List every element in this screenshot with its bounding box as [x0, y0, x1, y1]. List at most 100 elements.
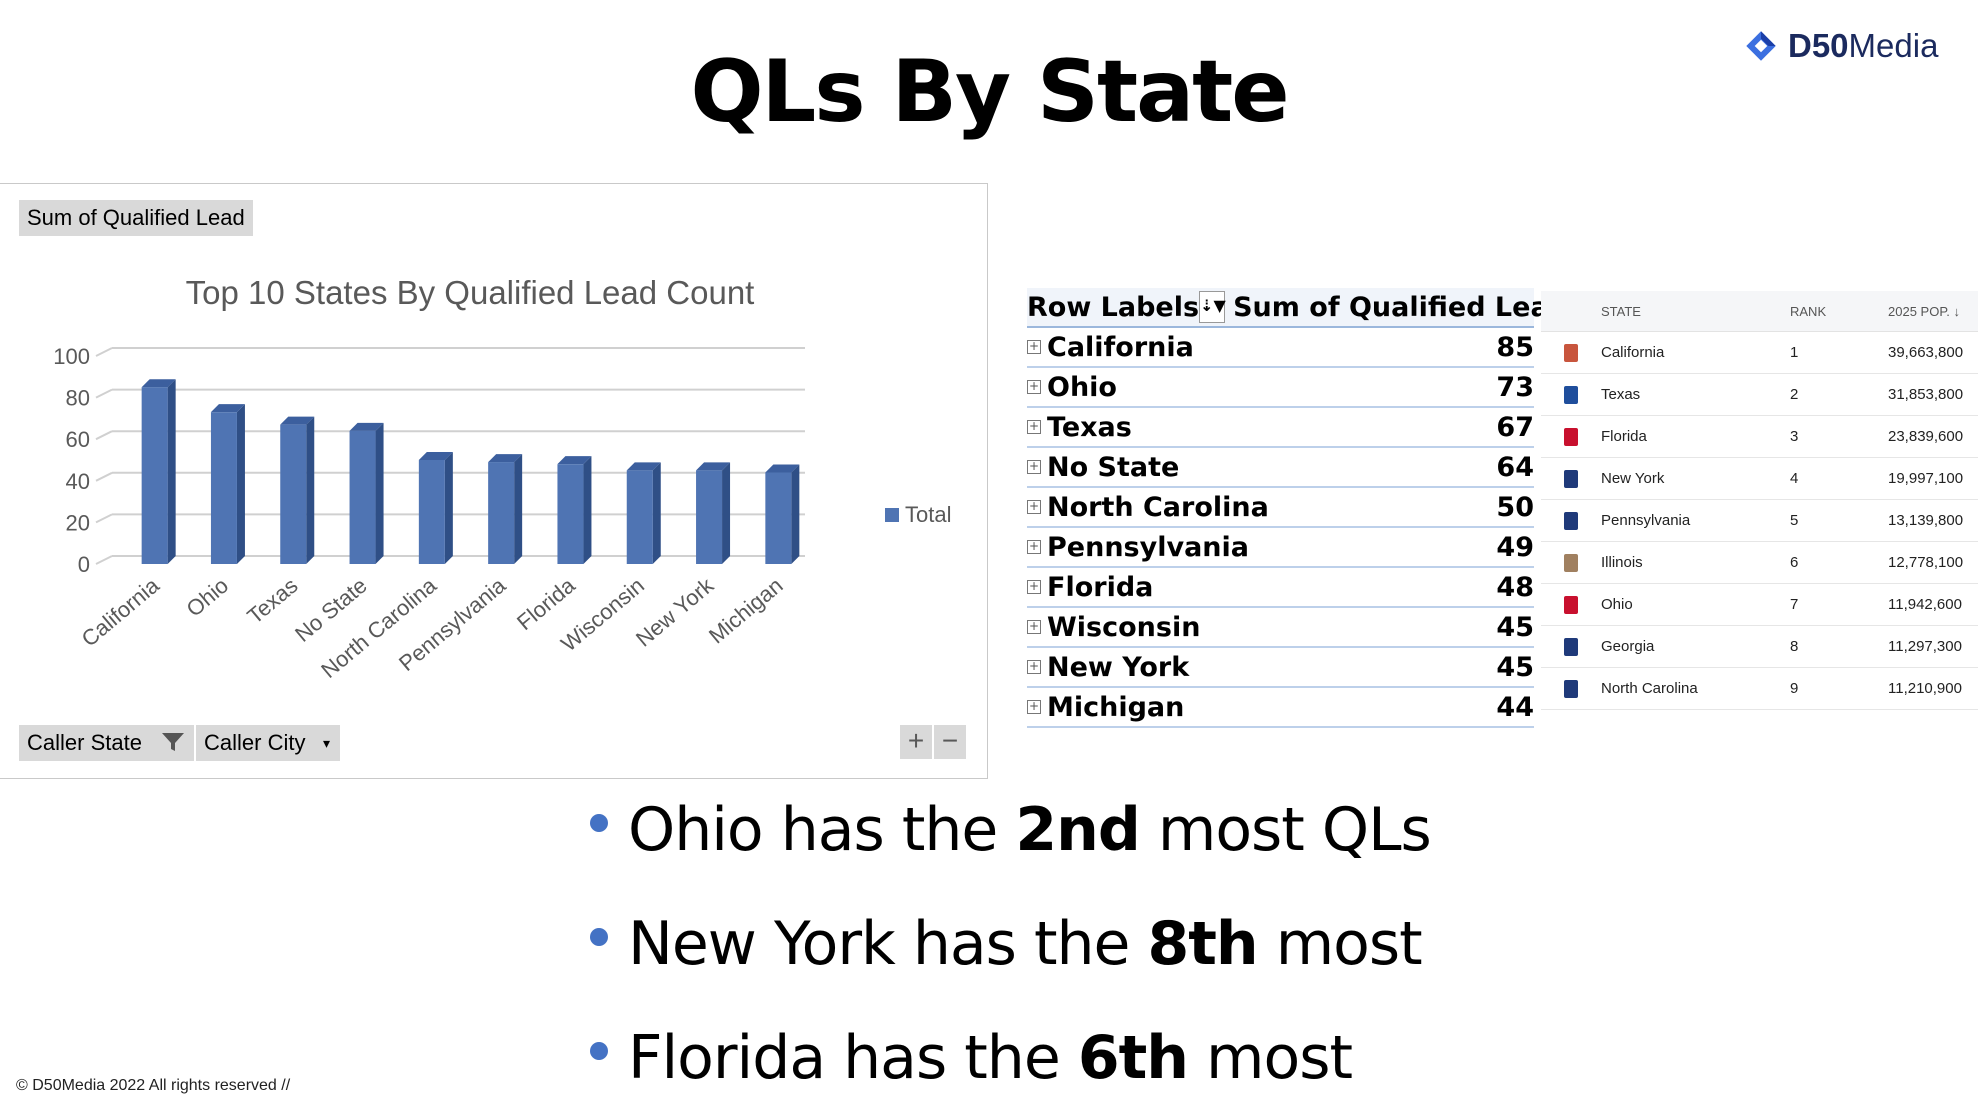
population-row[interactable]: Illinois 6 12,778,100: [1541, 542, 1978, 584]
caller-city-field-button[interactable]: Caller City ▾: [196, 725, 340, 761]
collapse-field-button[interactable]: −: [934, 725, 966, 759]
population-value: 31,853,800: [1888, 386, 1964, 403]
bar: [557, 464, 584, 564]
population-state: Georgia: [1601, 638, 1655, 655]
dropdown-arrow-icon[interactable]: ▾: [322, 735, 330, 751]
expand-field-button[interactable]: +: [900, 725, 932, 759]
sum-of-qualified-lead-field-button[interactable]: Sum of Qualified Lead: [19, 200, 253, 236]
bar-top: [557, 456, 592, 465]
state-flag-icon: [1564, 595, 1578, 614]
population-row[interactable]: California 1 39,663,800: [1541, 332, 1978, 374]
pivot-row: + Michigan 44: [1027, 688, 1534, 728]
expand-icon[interactable]: +: [1027, 379, 1041, 394]
state-header[interactable]: STATE: [1601, 303, 1641, 319]
expand-icon[interactable]: +: [1027, 339, 1041, 354]
expand-icon[interactable]: +: [1027, 659, 1041, 674]
bar-top: [349, 422, 384, 431]
slide-title: QLs By State: [690, 42, 1289, 142]
y-tick-label: 0: [78, 552, 90, 577]
pivot-row: + Wisconsin 45: [1027, 608, 1534, 648]
population-row[interactable]: Texas 2 31,853,800: [1541, 374, 1978, 416]
bar: [626, 470, 653, 564]
population-value: 19,997,100: [1888, 470, 1964, 487]
population-value: 39,663,800: [1888, 344, 1964, 361]
population-row[interactable]: North Carolina 9 11,210,900: [1541, 668, 1978, 710]
logo-text: D50Media: [1788, 27, 1939, 64]
population-row[interactable]: New York 4 19,997,100: [1541, 458, 1978, 500]
population-row[interactable]: Pennsylvania 5 13,139,800: [1541, 500, 1978, 542]
bar-top: [626, 462, 661, 471]
pivot-row-value: 45: [1496, 651, 1534, 683]
expand-icon[interactable]: +: [1027, 499, 1041, 514]
bar-side: [514, 454, 523, 564]
bar-side: [791, 464, 800, 564]
population-header-row: STATE RANK 2025 POP. ↓: [1541, 291, 1978, 332]
legend-swatch: [885, 508, 899, 522]
d50media-logo: D50Media: [1740, 24, 1938, 68]
pivot-row-label: Michigan: [1047, 691, 1185, 723]
pivot-row-value: 73: [1496, 371, 1534, 403]
bar-top: [418, 452, 453, 460]
population-state: California: [1601, 344, 1665, 361]
expand-icon[interactable]: +: [1027, 539, 1041, 554]
population-rank: 8: [1790, 638, 1799, 655]
pivot-row: + New York 45: [1027, 648, 1534, 688]
legend-label-total: Total: [905, 502, 952, 527]
pivot-row: + Texas 67: [1027, 408, 1534, 448]
bar-side: [306, 416, 315, 564]
population-state: North Carolina: [1601, 680, 1698, 697]
expand-icon[interactable]: +: [1027, 579, 1041, 594]
bullet-dot: [590, 928, 608, 947]
pivot-header-row: Row Labels ⇣▼ Sum of Qualified Lead: [1027, 288, 1568, 328]
expand-icon[interactable]: +: [1027, 699, 1041, 714]
chart-legend: Total: [885, 502, 951, 528]
population-row[interactable]: Florida 3 23,839,600: [1541, 416, 1978, 458]
pivot-row-value: 85: [1496, 331, 1534, 363]
bullet-dot: [590, 1042, 608, 1061]
bar-top: [765, 464, 800, 473]
pivot-row-value: 50: [1496, 491, 1534, 523]
population-state: Pennsylvania: [1601, 512, 1691, 529]
pivot-row-label: Ohio: [1047, 371, 1117, 403]
pivot-row-value: 49: [1496, 531, 1534, 563]
population-value: 23,839,600: [1888, 428, 1964, 445]
population-row[interactable]: Ohio 7 11,942,600: [1541, 584, 1978, 626]
bar: [696, 470, 723, 564]
x-tick-label: California: [77, 572, 165, 651]
bar-top: [280, 416, 315, 425]
zoom-controls: + −: [898, 725, 966, 759]
population-row[interactable]: Georgia 8 11,297,300: [1541, 626, 1978, 668]
population-rank: 1: [1790, 344, 1799, 361]
pivot-row-value: 45: [1496, 611, 1534, 643]
sort-filter-icon[interactable]: ⇣▼: [1199, 291, 1226, 323]
pivot-row: + Pennsylvania 49: [1027, 528, 1534, 568]
y-tick-label: 60: [66, 427, 90, 452]
state-flag-icon: [1564, 385, 1578, 404]
y-tick-label: 80: [66, 386, 90, 411]
sum-header: Sum of Qualified Lead: [1233, 291, 1568, 323]
x-tick-label: New York: [631, 572, 719, 652]
bar-side: [722, 462, 731, 564]
bar-top: [488, 454, 523, 463]
gridline-depth: [95, 471, 113, 482]
expand-icon[interactable]: +: [1027, 419, 1041, 434]
x-tick-label: Texas: [242, 573, 302, 629]
expand-icon[interactable]: +: [1027, 619, 1041, 634]
filter-icon[interactable]: [160, 725, 186, 766]
rank-header[interactable]: RANK: [1790, 303, 1827, 319]
row-labels-header: Row Labels: [1027, 291, 1200, 323]
caller-state-field-button[interactable]: Caller State: [19, 725, 194, 761]
copyright-footer: © D50Media 2022 All rights reserved //: [16, 1077, 291, 1094]
population-value: 13,139,800: [1888, 512, 1964, 529]
pivot-row: + California 85: [1027, 328, 1534, 368]
caller-state-label: Caller State: [27, 730, 142, 755]
population-value: 11,942,600: [1888, 596, 1962, 613]
bar: [765, 472, 792, 564]
population-rank: 6: [1790, 554, 1799, 571]
expand-icon[interactable]: +: [1027, 459, 1041, 474]
bullet-3: Florida has the 6th most: [590, 1023, 1353, 1093]
pivot-row-value: 44: [1496, 691, 1534, 723]
population-value: 11,297,300: [1888, 638, 1962, 655]
bar: [349, 430, 376, 564]
population-header[interactable]: 2025 POP. ↓: [1888, 303, 1961, 319]
